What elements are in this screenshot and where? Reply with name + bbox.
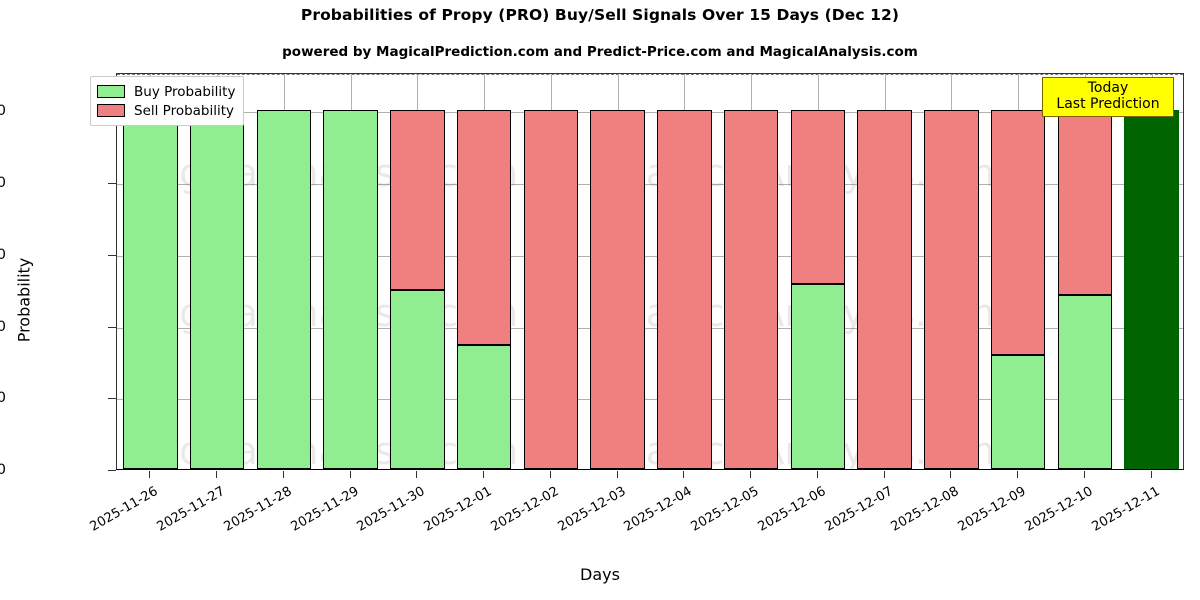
bar-segment-sell[interactable]: [590, 110, 645, 469]
plot-inner: MagicalAnalysis.com MagicalAnalysis.com Ma…: [117, 74, 1183, 469]
bar-group[interactable]: [1057, 74, 1113, 469]
x-tick-mark: [884, 471, 885, 478]
bar-segment-buy[interactable]: [456, 344, 512, 469]
bar-group[interactable]: [390, 74, 445, 469]
x-axis-label: Days: [580, 565, 620, 584]
y-tick-label: 80: [0, 175, 6, 192]
bar-segment-sell[interactable]: [390, 110, 445, 290]
bar-group[interactable]: [1124, 74, 1179, 469]
legend-item-sell[interactable]: Sell Probability: [97, 101, 235, 120]
legend-label-sell: Sell Probability: [134, 102, 235, 119]
bar-segment-buy[interactable]: [1057, 295, 1113, 469]
bar-segment-sell[interactable]: [456, 110, 512, 345]
today-annotation-line1: Today: [1087, 80, 1129, 96]
today-annotation: Today Last Prediction: [1042, 77, 1174, 118]
y-tick-mark: [108, 470, 116, 471]
x-tick-mark: [216, 471, 217, 478]
bar-group[interactable]: [590, 74, 645, 469]
legend-swatch-sell: [97, 104, 125, 117]
y-tick-label: 60: [0, 246, 6, 263]
bar-segment-sell[interactable]: [723, 110, 779, 469]
y-tick-mark: [108, 326, 116, 328]
x-tick-mark: [950, 471, 951, 478]
bar-segment-buy[interactable]: [790, 283, 846, 469]
x-tick-mark: [817, 471, 818, 478]
bar-segment-buy[interactable]: [123, 110, 178, 469]
bar-segment-buy[interactable]: [990, 354, 1046, 469]
y-tick-mark: [108, 398, 116, 400]
chart-subtitle: powered by MagicalPrediction.com and Pre…: [282, 44, 918, 60]
bar-segment-sell[interactable]: [990, 110, 1046, 355]
bar-group[interactable]: [256, 74, 312, 469]
x-tick-mark: [1151, 471, 1152, 478]
y-tick-label: 100: [0, 103, 6, 120]
legend-label-buy: Buy Probability: [134, 83, 236, 100]
x-tick-mark: [483, 471, 484, 478]
bar-group[interactable]: [790, 74, 846, 469]
y-tick-label: 40: [0, 318, 6, 335]
x-tick-mark: [283, 471, 284, 478]
bar-group[interactable]: [723, 74, 779, 469]
x-tick-mark: [683, 471, 684, 478]
bar-group[interactable]: [123, 74, 178, 469]
x-tick-mark: [1017, 471, 1018, 478]
y-tick-mark: [108, 254, 116, 256]
y-tick-label: 20: [0, 390, 6, 407]
y-gridline: [117, 255, 1183, 257]
bar-group[interactable]: [323, 74, 378, 469]
x-tick-mark: [149, 471, 150, 478]
bar-segment-sell[interactable]: [657, 110, 712, 469]
x-tick-mark: [1084, 471, 1085, 478]
y-tick-mark: [108, 183, 116, 185]
bar-group[interactable]: [990, 74, 1046, 469]
x-tick-mark: [416, 471, 417, 478]
bar-segment-sell[interactable]: [924, 110, 979, 469]
bar-segment-sell[interactable]: [523, 110, 579, 469]
x-tick-mark: [750, 471, 751, 478]
bar-segment-today[interactable]: [1124, 110, 1179, 469]
legend: Buy Probability Sell Probability: [90, 76, 245, 126]
bar-segment-sell[interactable]: [857, 110, 912, 469]
y-tick-label: 0: [0, 462, 6, 478]
bar-group[interactable]: [456, 74, 512, 469]
legend-swatch-buy: [97, 85, 125, 98]
bar-group[interactable]: [857, 74, 912, 469]
bar-segment-sell[interactable]: [790, 110, 846, 284]
bar-segment-buy[interactable]: [390, 289, 445, 469]
bar-segment-buy[interactable]: [256, 110, 312, 469]
legend-item-buy[interactable]: Buy Probability: [97, 82, 235, 101]
y-gridline: [117, 184, 1183, 186]
y-axis-label: Probability: [14, 257, 34, 343]
plot-area: MagicalAnalysis.com MagicalAnalysis.com Ma…: [116, 73, 1184, 470]
bar-group[interactable]: [189, 74, 245, 469]
bar-segment-sell[interactable]: [1057, 110, 1113, 296]
y-gridline: [117, 112, 1183, 114]
y-gridline: [117, 399, 1183, 401]
bar-group[interactable]: [523, 74, 579, 469]
x-tick-mark: [350, 471, 351, 478]
today-annotation-line2: Last Prediction: [1056, 95, 1160, 112]
y-gridline: [117, 327, 1183, 329]
page-title: Probabilities of Propy (PRO) Buy/Sell Si…: [300, 6, 900, 24]
reference-line: [117, 74, 1183, 75]
bar-group[interactable]: [657, 74, 712, 469]
x-tick-mark: [617, 471, 618, 478]
bar-group[interactable]: [924, 74, 979, 469]
bar-segment-buy[interactable]: [189, 110, 245, 469]
x-tick-mark: [550, 471, 551, 478]
bar-segment-buy[interactable]: [323, 110, 378, 469]
